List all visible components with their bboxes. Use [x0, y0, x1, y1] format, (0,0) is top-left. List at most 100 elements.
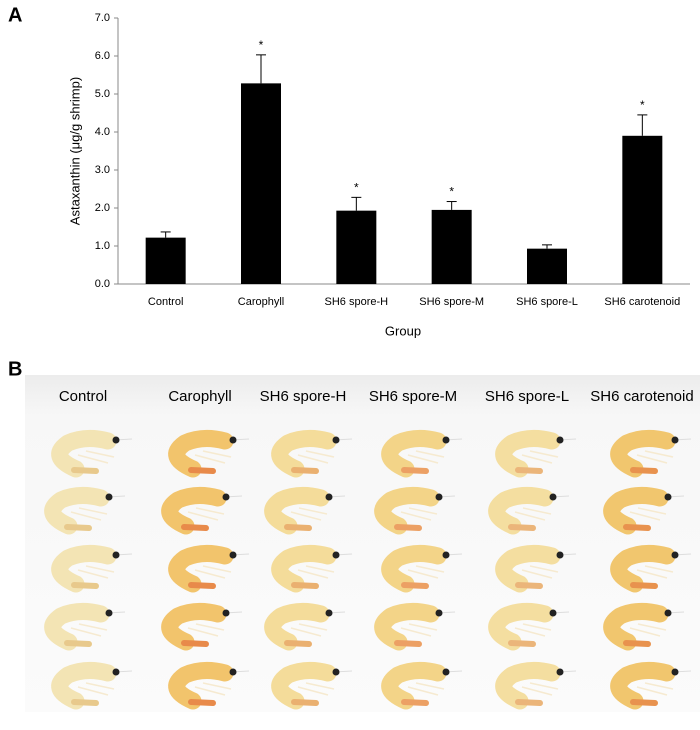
shrimp-body [610, 661, 676, 710]
shrimp-eye [105, 493, 113, 501]
panel-label: A [8, 4, 22, 26]
shrimp-eye [556, 668, 564, 676]
shrimp-eye [442, 668, 450, 676]
significance-marker: * [640, 98, 645, 112]
x-axis-label: Group [385, 323, 421, 338]
shrimp-tail [71, 699, 99, 706]
y-axis-label: Astaxanthin (μg/g shrimp) [67, 77, 82, 225]
shrimp-body [610, 429, 676, 478]
shrimp-legs [407, 450, 445, 464]
shrimp-tail [284, 524, 312, 531]
shrimp-legs [297, 450, 335, 464]
significance-marker: * [259, 38, 264, 52]
shrimp-tail [515, 467, 543, 474]
y-tick-label: 5.0 [95, 88, 110, 100]
shrimp-tail [394, 640, 422, 647]
shrimp-eye [549, 493, 557, 501]
shrimp-tail [284, 640, 312, 647]
shrimp-legs [636, 682, 674, 696]
column-label: SH6 carotenoid [590, 388, 693, 405]
shrimp-body [51, 544, 117, 593]
shrimp-eye [556, 436, 564, 444]
shrimp-legs [636, 565, 674, 579]
shrimp-body [488, 602, 554, 651]
shrimp-tail [181, 640, 209, 647]
shrimp-legs [70, 507, 108, 521]
shrimp-tail [188, 582, 216, 589]
shrimp-body [495, 544, 561, 593]
bar [336, 210, 377, 284]
shrimp-legs [290, 623, 328, 637]
x-tick-label: Carophyll [238, 296, 284, 308]
shrimp-body [168, 661, 234, 710]
shrimp-body [44, 602, 110, 651]
shrimp-body [495, 661, 561, 710]
shrimp-tail [401, 582, 429, 589]
shrimp-legs [70, 623, 108, 637]
shrimp-legs [187, 623, 225, 637]
shrimp-eye [442, 551, 450, 559]
shrimp-eye [325, 609, 333, 617]
bar [622, 135, 663, 284]
shrimp-body [374, 602, 440, 651]
shrimp-legs [521, 450, 559, 464]
shrimp-legs [636, 450, 674, 464]
shrimp-tail [515, 582, 543, 589]
shrimp-legs [514, 507, 552, 521]
shrimp-eye [671, 668, 679, 676]
shrimp-tail [181, 524, 209, 531]
shrimp-body [488, 486, 554, 535]
shrimp-body [271, 544, 337, 593]
shrimp-tail [291, 467, 319, 474]
shrimp-tail [188, 467, 216, 474]
y-tick-label: 4.0 [95, 126, 110, 138]
shrimp-eye [671, 551, 679, 559]
shrimp-tail [188, 699, 216, 706]
column-label: Carophyll [168, 388, 231, 405]
shrimp-legs [521, 565, 559, 579]
shrimp-tail [71, 582, 99, 589]
shrimp-eye [664, 609, 672, 617]
shrimp-body [161, 602, 227, 651]
shrimp-tail [291, 582, 319, 589]
shrimp-tail [64, 640, 92, 647]
shrimp-body [271, 661, 337, 710]
x-tick-label: Control [148, 296, 183, 308]
shrimp-legs [194, 565, 232, 579]
shrimp-eye [325, 493, 333, 501]
column-label: SH6 spore-L [485, 388, 569, 405]
shrimp-tail [401, 467, 429, 474]
bar [241, 83, 281, 284]
shrimp-body [603, 486, 669, 535]
shrimp-tail [71, 467, 99, 474]
bar [145, 237, 186, 284]
shrimp-tail [630, 467, 658, 474]
shrimp-legs [77, 682, 115, 696]
shrimp-legs [407, 565, 445, 579]
shrimp-eye [222, 493, 230, 501]
shrimp-eye [112, 551, 120, 559]
x-tick-label: SH6 spore-L [516, 296, 578, 308]
shrimp-tail [623, 640, 651, 647]
shrimp-legs [629, 507, 667, 521]
shrimp-body [381, 661, 447, 710]
bar [527, 248, 567, 284]
shrimp-tail [64, 524, 92, 531]
shrimp-tail [291, 699, 319, 706]
shrimp-body [381, 544, 447, 593]
shrimp-eye [229, 668, 237, 676]
shrimp-body [168, 429, 234, 478]
shrimp-eye [332, 551, 340, 559]
shrimp-legs [77, 450, 115, 464]
shrimp-eye [332, 436, 340, 444]
shrimp-body [264, 602, 330, 651]
x-tick-label: SH6 spore-M [419, 296, 484, 308]
shrimp-body [495, 429, 561, 478]
shrimp-eye [112, 668, 120, 676]
x-tick-label: SH6 carotenoid [604, 296, 680, 308]
shrimp-tail [623, 524, 651, 531]
shrimp-legs [187, 507, 225, 521]
bar [431, 209, 472, 284]
shrimp-body [264, 486, 330, 535]
